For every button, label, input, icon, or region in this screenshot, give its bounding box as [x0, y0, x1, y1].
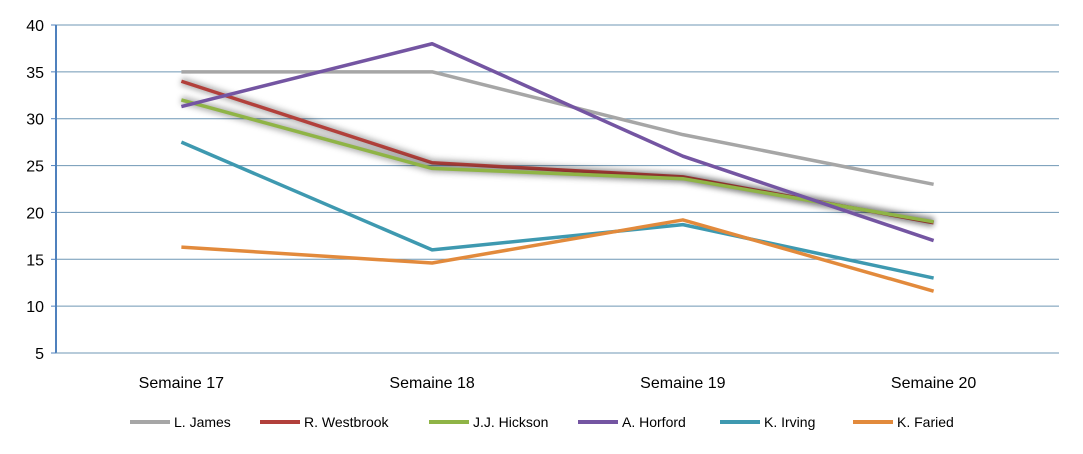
series-k-irving — [180, 140, 934, 280]
legend-item: J.J. Hickson — [429, 414, 548, 430]
x-tick-label: Semaine 18 — [389, 375, 474, 392]
series-a-horford — [180, 41, 935, 243]
series-lines — [180, 41, 935, 293]
y-axis-ticks: 5 10 15 20 25 30 35 40 — [26, 18, 44, 363]
x-tick-label: Semaine 19 — [640, 375, 725, 392]
x-tick-label: Semaine 17 — [139, 375, 224, 392]
legend-item: L. James — [130, 414, 231, 430]
y-tick-label: 20 — [26, 205, 44, 222]
series-line — [180, 140, 934, 280]
series-line — [180, 98, 934, 224]
series-line — [181, 218, 935, 293]
legend-label: L. James — [174, 414, 231, 430]
series-j-j-hickson — [180, 96, 935, 226]
gridlines — [56, 24, 1059, 307]
legend-item: A. Horford — [578, 414, 686, 430]
series-l-james — [181, 70, 934, 187]
legend-label: A. Horford — [622, 414, 686, 430]
y-tick-label: 35 — [26, 65, 44, 82]
legend: L. James R. Westbrook J.J. Hickson A. Horfo… — [130, 414, 954, 430]
legend-label: R. Westbrook — [304, 414, 390, 430]
y-tick-label: 25 — [26, 159, 44, 176]
series-line — [180, 41, 935, 243]
series-k-faried — [181, 218, 935, 293]
legend-item: R. Westbrook — [260, 414, 390, 430]
y-tick-label: 10 — [26, 299, 44, 316]
legend-label: J.J. Hickson — [473, 414, 548, 430]
y-tick-label: 5 — [35, 346, 44, 363]
y-tick-label: 40 — [26, 18, 44, 35]
legend-item: K. Faried — [853, 414, 954, 430]
series-line — [181, 70, 934, 187]
x-axis-ticks: Semaine 17 Semaine 18 Semaine 19 Semaine 20 — [139, 375, 977, 392]
legend-label: K. Faried — [897, 414, 954, 430]
axes — [51, 24, 1059, 354]
y-tick-label: 15 — [26, 252, 44, 269]
legend-item: K. Irving — [720, 414, 815, 430]
x-tick-label: Semaine 20 — [891, 375, 976, 392]
legend-label: K. Irving — [764, 414, 815, 430]
y-tick-label: 30 — [26, 112, 44, 129]
